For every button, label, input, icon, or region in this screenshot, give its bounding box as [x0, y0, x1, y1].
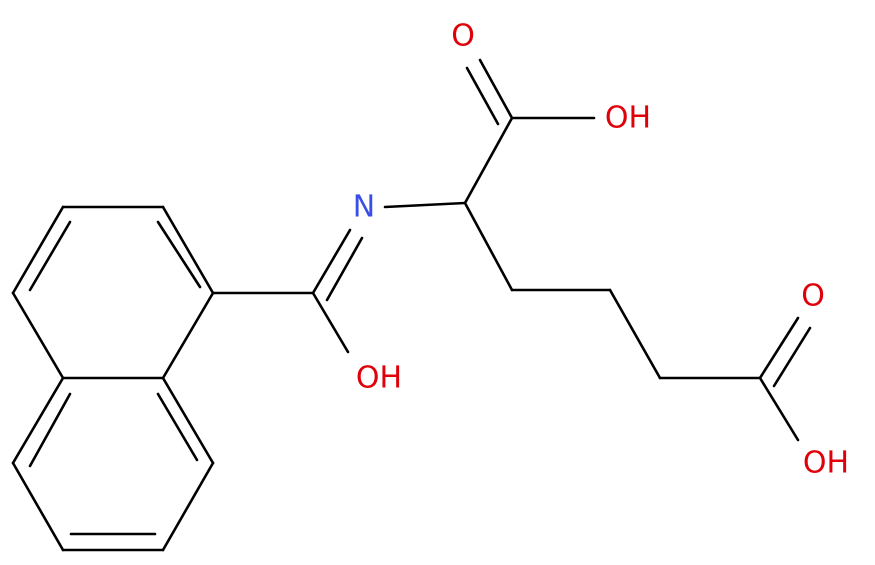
- bond: [11, 461, 65, 552]
- bond: [28, 220, 72, 292]
- bond: [156, 392, 199, 462]
- bond: [758, 316, 800, 380]
- bond: [758, 376, 800, 442]
- bond: [161, 291, 215, 380]
- bond: [463, 116, 514, 205]
- bond: [11, 205, 65, 295]
- bond: [478, 58, 514, 120]
- bond: [383, 201, 467, 209]
- bond: [11, 376, 65, 465]
- bond: [311, 228, 352, 295]
- atom-label: O: [451, 19, 475, 54]
- bond: [161, 461, 215, 552]
- bonds: [11, 58, 812, 552]
- bond: [156, 220, 202, 289]
- bond: [28, 392, 72, 468]
- bond: [463, 201, 514, 292]
- bond: [325, 236, 364, 302]
- bond: [311, 291, 350, 354]
- atom-label: OH: [803, 446, 849, 481]
- atom-label: N: [353, 190, 375, 225]
- atom-label: OH: [605, 101, 651, 136]
- bond: [11, 291, 65, 380]
- bond: [161, 376, 215, 465]
- bond: [161, 205, 215, 295]
- atom-label: OH: [356, 361, 402, 396]
- atom-label: O: [801, 279, 825, 314]
- bond: [772, 326, 812, 388]
- bond: [465, 66, 500, 126]
- bond: [608, 288, 662, 380]
